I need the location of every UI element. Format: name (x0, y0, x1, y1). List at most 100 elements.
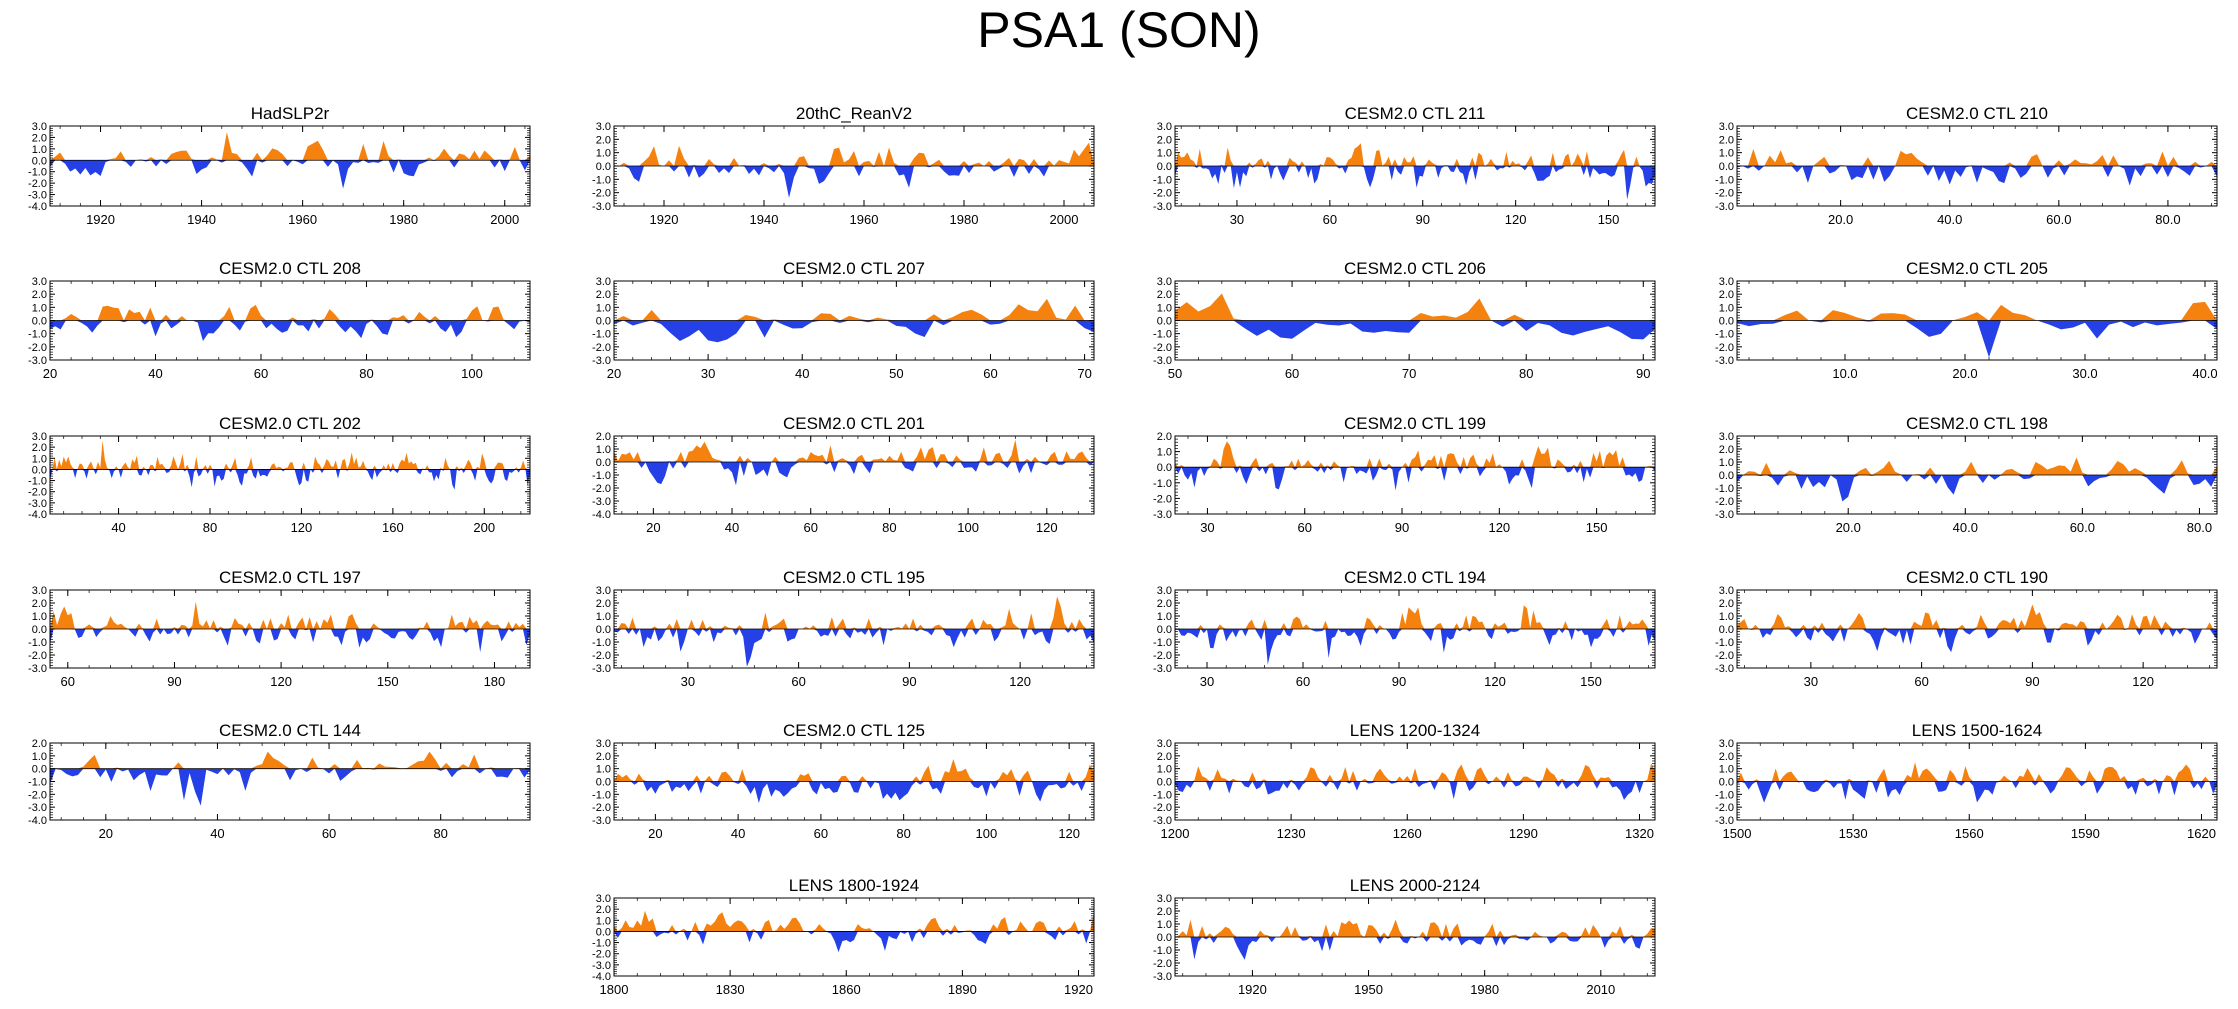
y-tick-label: -2.0 (1715, 802, 1734, 814)
negative-area (1175, 467, 1655, 491)
positive-area (614, 596, 1094, 629)
x-tick-label: 150 (1598, 212, 1620, 227)
y-tick-label: -3.0 (28, 663, 47, 675)
positive-area (50, 132, 530, 161)
y-tick-label: -1.0 (592, 329, 611, 341)
x-tick-label: 90 (1416, 212, 1430, 227)
panel-title: CESM2.0 CTL 199 (1344, 414, 1486, 433)
positive-area (1737, 762, 2217, 782)
positive-area (614, 910, 1094, 932)
negative-area (614, 462, 1094, 486)
x-tick-label: 150 (1580, 674, 1602, 689)
x-tick-label: 60 (322, 826, 336, 841)
x-tick-label: 50 (889, 366, 903, 381)
y-tick-label: -1.0 (592, 470, 611, 482)
panel-title: CESM2.0 CTL 211 (1345, 104, 1486, 123)
panel-title: CESM2.0 CTL 144 (219, 721, 361, 740)
x-tick-label: 40 (725, 520, 739, 535)
x-tick-label: 180 (484, 674, 506, 689)
y-tick-label: 1.0 (1157, 447, 1172, 459)
y-tick-label: 3.0 (32, 431, 47, 443)
positive-area (50, 304, 530, 321)
y-tick-label: 3.0 (1719, 121, 1734, 133)
y-tick-label: -1.0 (28, 476, 47, 488)
page-title: PSA1 (SON) (977, 2, 1261, 58)
positive-area (1175, 441, 1655, 468)
x-tick-label: 1290 (1509, 826, 1538, 841)
x-tick-label: 30 (681, 674, 695, 689)
y-tick-label: 0.0 (32, 464, 47, 476)
x-tick-label: 80 (1519, 366, 1533, 381)
panel-title: CESM2.0 CTL 195 (783, 568, 925, 587)
x-tick-label: 1980 (389, 212, 418, 227)
y-tick-label: -1.0 (592, 789, 611, 801)
y-tick-label: -2.0 (1153, 342, 1172, 354)
panel-8: 3.02.01.00.0-1.0-2.0-3.0-4.0 40 80 120 160 20… (28, 414, 531, 535)
y-tick-label: -3.0 (592, 663, 611, 675)
y-tick-label: 2.0 (1157, 134, 1172, 146)
x-tick-label: 120 (1505, 212, 1527, 227)
panel-13: 3.02.01.00.0-1.0-2.0-3.0 30 60 90 120 CESM2.0… (592, 568, 1095, 689)
y-tick-label: 1.0 (596, 148, 611, 160)
y-tick-label: -1.0 (1153, 478, 1172, 490)
y-tick-label: -3.0 (1715, 355, 1734, 367)
panel-title: 20thC_ReanV2 (796, 104, 912, 123)
y-tick-label: -2.0 (592, 188, 611, 200)
x-tick-label: 2000 (1050, 212, 1079, 227)
panel-title: CESM2.0 CTL 201 (783, 414, 925, 433)
x-tick-label: 1560 (1955, 826, 1984, 841)
panel-title: CESM2.0 CTL 208 (219, 259, 361, 278)
x-tick-label: 160 (382, 520, 404, 535)
y-tick-label: -3.0 (592, 815, 611, 827)
x-tick-label: 70 (1402, 366, 1416, 381)
x-tick-label: 20 (607, 366, 621, 381)
panel-11: 3.02.01.00.0-1.0-2.0-3.0 20.0 40.0 60.0 80.0… (1715, 414, 2218, 535)
y-tick-label: -1.0 (1715, 637, 1734, 649)
y-tick-label: -1.0 (1715, 483, 1734, 495)
panel-title: CESM2.0 CTL 198 (1906, 414, 2048, 433)
y-tick-label: 2.0 (1157, 598, 1172, 610)
y-tick-label: -1.0 (1153, 174, 1172, 186)
y-tick-label: -2.0 (28, 342, 47, 354)
x-tick-label: 40.0 (1937, 212, 1962, 227)
y-tick-label: -1.0 (1153, 637, 1172, 649)
x-tick-label: 40 (210, 826, 224, 841)
panel-title: CESM2.0 CTL 206 (1344, 259, 1486, 278)
y-tick-label: -3.0 (1715, 815, 1734, 827)
x-tick-label: 1920 (1064, 982, 1093, 997)
x-tick-label: 90 (2025, 674, 2039, 689)
panel-title: CESM2.0 CTL 194 (1344, 568, 1486, 587)
y-tick-label: 2.0 (1719, 289, 1734, 301)
negative-area (614, 781, 1094, 804)
y-tick-label: 0.0 (32, 155, 47, 167)
y-tick-label: 1.0 (1719, 457, 1734, 469)
y-tick-label: 0.0 (32, 764, 47, 776)
x-tick-label: 60 (61, 674, 75, 689)
y-tick-label: 2.0 (1719, 134, 1734, 146)
x-tick-label: 1950 (1354, 982, 1383, 997)
y-tick-label: -3.0 (28, 802, 47, 814)
y-tick-label: 2.0 (1719, 598, 1734, 610)
y-tick-label: 0.0 (1719, 624, 1734, 636)
x-tick-label: 40.0 (2192, 366, 2217, 381)
y-tick-label: 3.0 (596, 893, 611, 905)
y-tick-label: 2.0 (32, 442, 47, 454)
x-tick-label: 60 (791, 674, 805, 689)
y-tick-label: 1.0 (596, 764, 611, 776)
x-tick-label: 20 (43, 366, 57, 381)
y-tick-label: -3.0 (1715, 663, 1734, 675)
x-tick-label: 1940 (750, 212, 779, 227)
y-tick-label: 1.0 (1719, 148, 1734, 160)
x-tick-label: 2000 (490, 212, 519, 227)
y-tick-label: 2.0 (1157, 751, 1172, 763)
y-tick-label: 1.0 (1157, 611, 1172, 623)
y-tick-label: 3.0 (1157, 121, 1172, 133)
y-tick-label: -3.0 (592, 496, 611, 508)
negative-area (1737, 629, 2217, 653)
x-tick-label: 40 (731, 826, 745, 841)
panel-title: CESM2.0 CTL 125 (783, 721, 925, 740)
panel-title: CESM2.0 CTL 202 (219, 414, 361, 433)
y-tick-label: 2.0 (32, 132, 47, 144)
x-tick-label: 40 (111, 520, 125, 535)
